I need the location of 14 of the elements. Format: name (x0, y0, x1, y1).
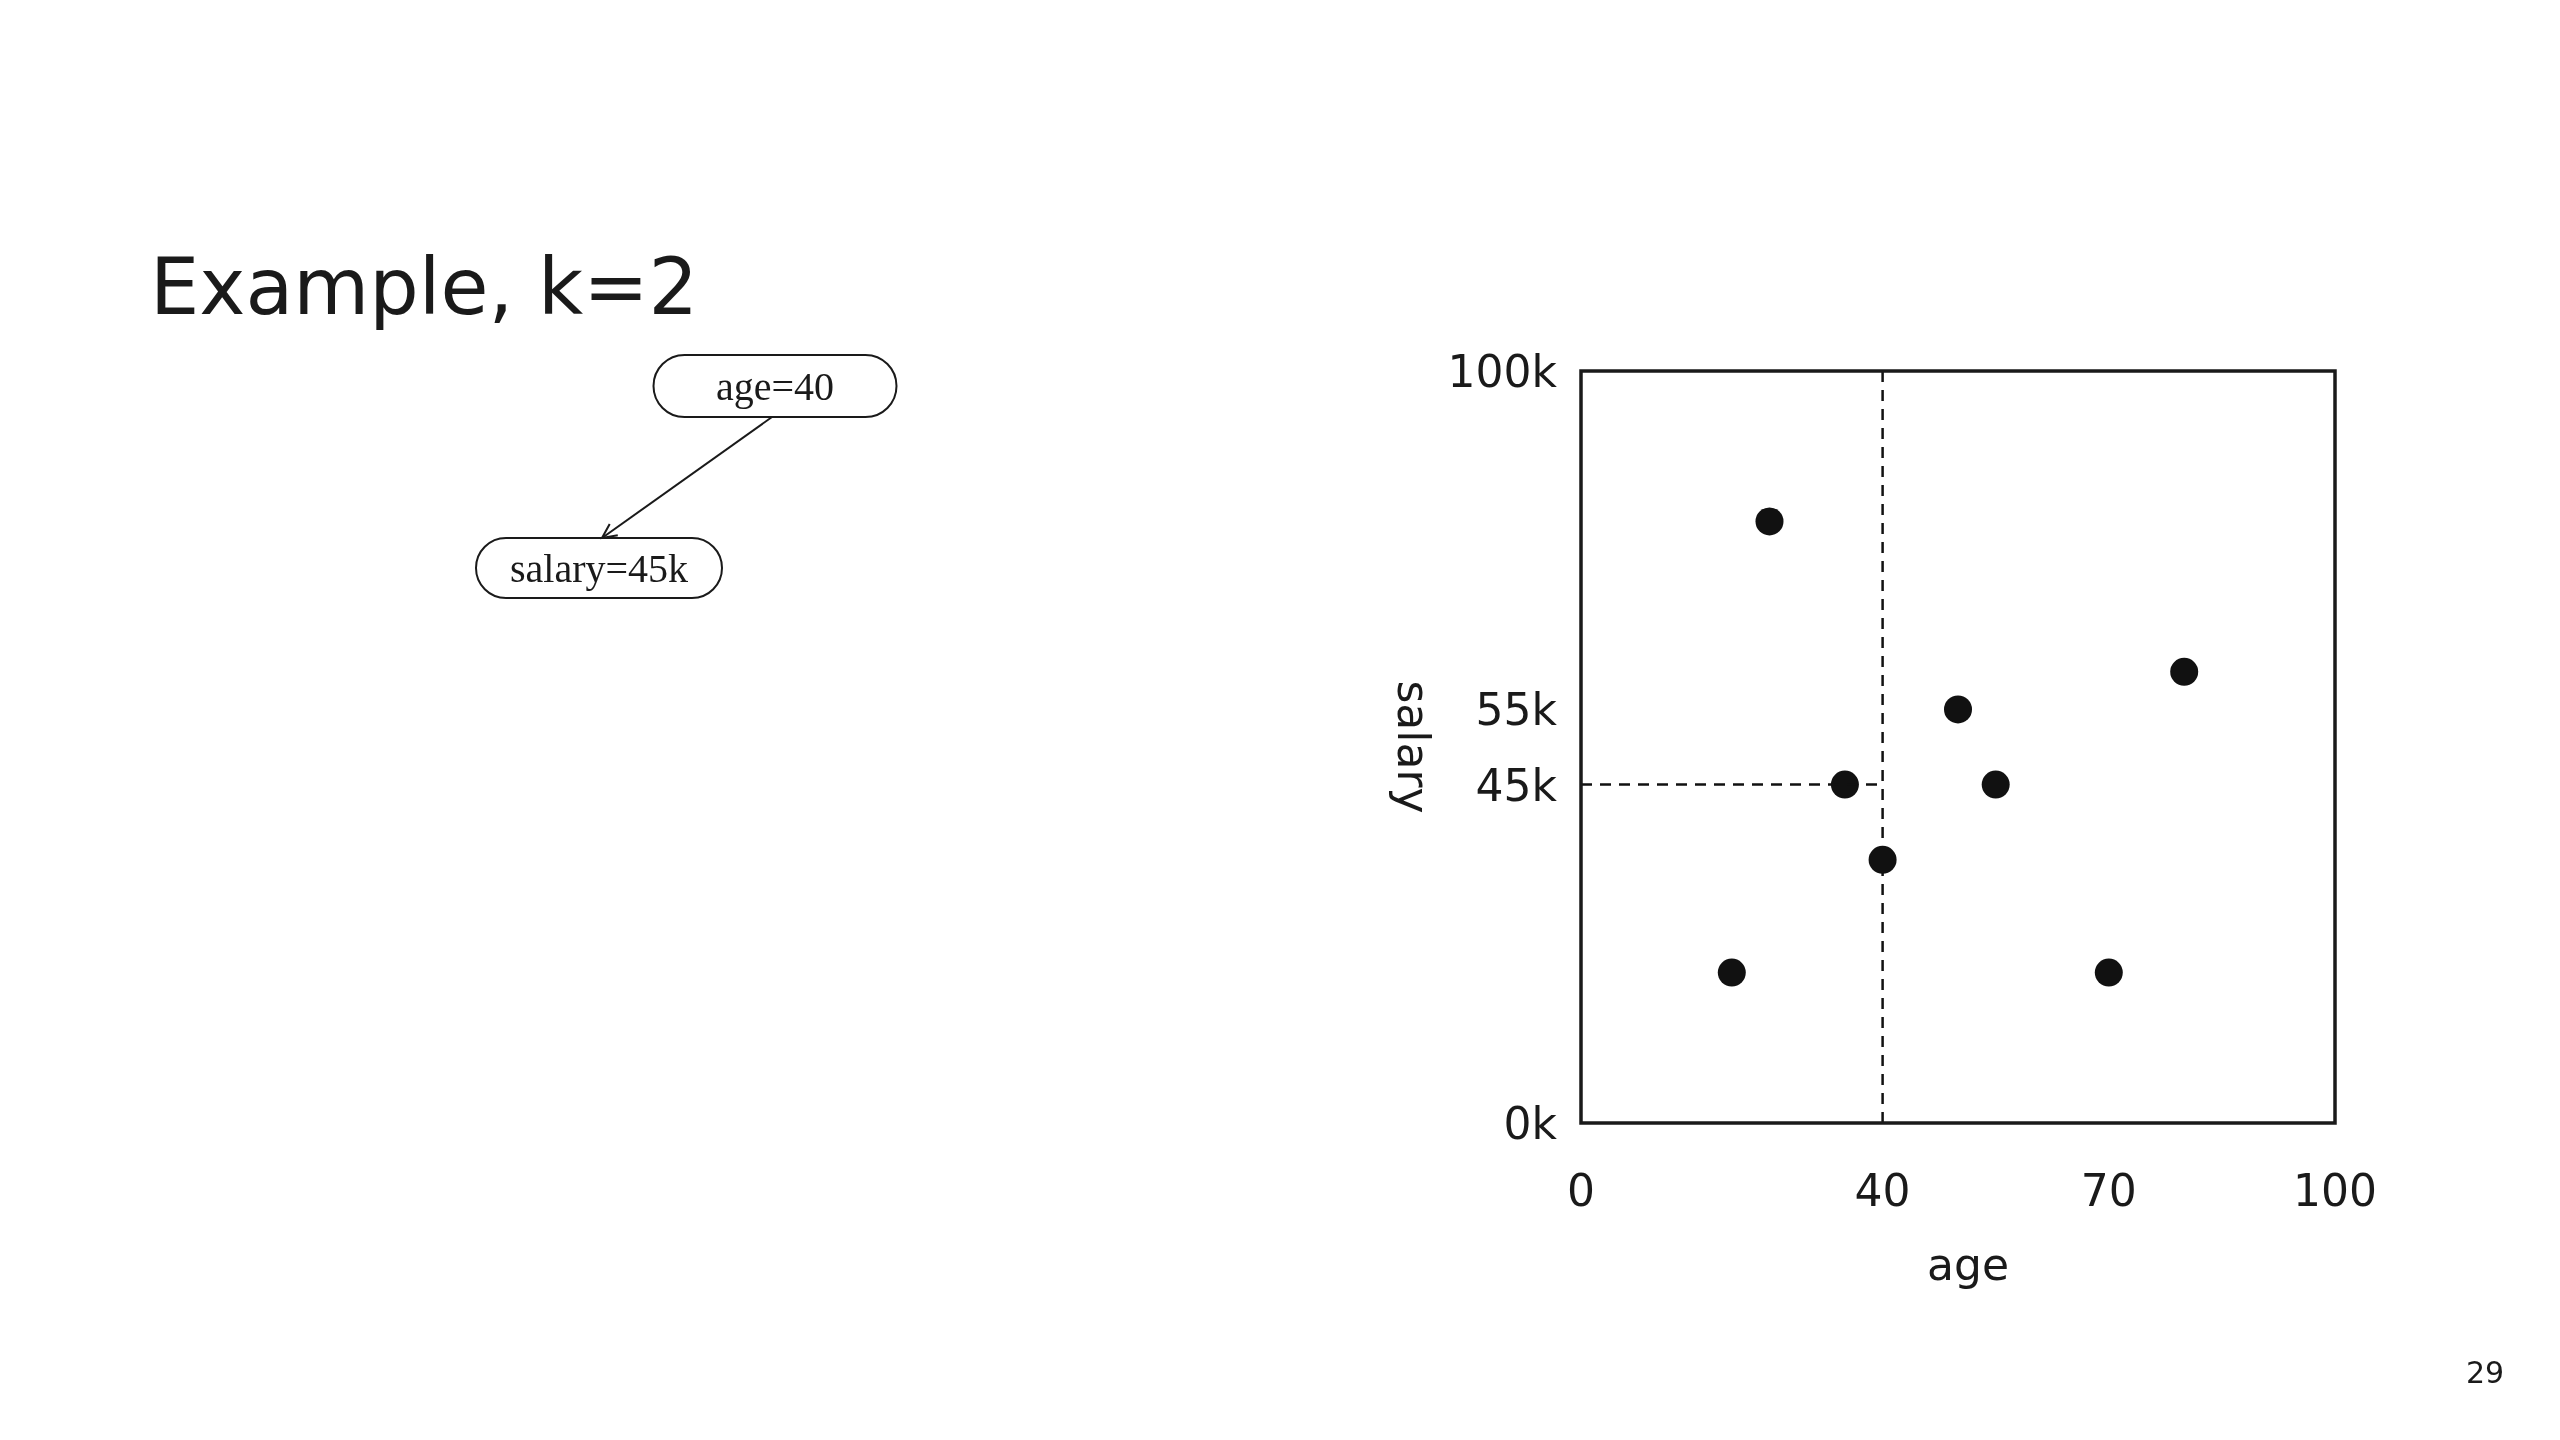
y-tick-label: 55k (1475, 684, 1558, 736)
text: Example, k=2 (150, 242, 699, 332)
x-tick-label: 70 (2080, 1165, 2137, 1216)
y-tick-label: 45k (1475, 759, 1558, 811)
text: age=40 (715, 364, 835, 409)
text: salary=45k (509, 546, 689, 591)
x-tick-label: 40 (1854, 1165, 1911, 1216)
y-tick-label: 0k (1503, 1098, 1558, 1149)
x-tick-label: 0 (1567, 1165, 1595, 1216)
y-axis-title: salary (1388, 680, 1439, 814)
x-axis-title: age (1927, 1239, 2009, 1290)
y-tick-label: 100k (1447, 346, 1558, 397)
x-tick-label: 100 (2293, 1165, 2377, 1216)
text: 29 (2465, 1355, 2505, 1390)
